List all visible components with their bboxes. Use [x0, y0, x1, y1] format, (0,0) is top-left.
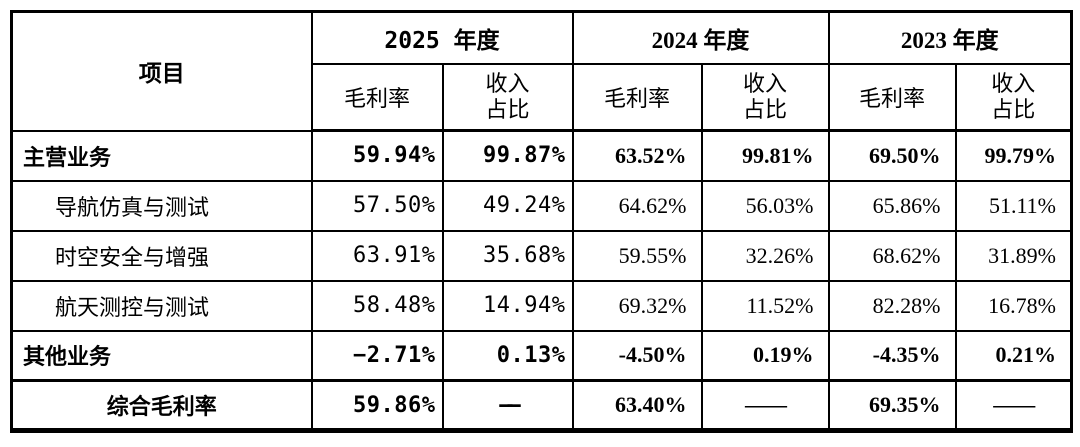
value-cell: 82.28%: [827, 279, 957, 332]
row-label: 综合毛利率: [10, 379, 313, 432]
table-row: 时空安全与增强 63.91% 35.68% 59.55% 32.26% 68.6…: [10, 229, 1073, 282]
column-header-revenue-share-2025: 收入 占比: [441, 63, 574, 132]
value-cell: 68.62%: [827, 229, 957, 282]
header-metric-row: 毛利率 收入 占比 毛利率 收入 占比 毛利率 收入 占比: [12, 63, 1073, 132]
row-label: 其他业务: [10, 329, 313, 382]
value-cell: 65.86%: [827, 179, 957, 232]
column-header-gross-margin-2023: 毛利率: [827, 63, 957, 132]
table-row: 主营业务 59.94% 99.87% 63.52% 99.81% 69.50% …: [10, 129, 1073, 182]
table-row: 综合毛利率 59.86% —— 63.40% —— 69.35% ——: [10, 379, 1073, 432]
column-header-year-2025: 2025 年度: [310, 10, 574, 65]
value-cell: 32.26%: [700, 229, 830, 282]
value-cell: 0.21%: [954, 329, 1073, 382]
table-row: 导航仿真与测试 57.50% 49.24% 64.62% 56.03% 65.8…: [10, 179, 1073, 232]
value-cell: -4.50%: [571, 329, 703, 382]
value-cell: 11.52%: [700, 279, 830, 332]
column-header-year-2023: 2023 年度: [827, 10, 1073, 65]
value-cell: 57.50%: [310, 179, 444, 232]
value-cell: 51.11%: [954, 179, 1073, 232]
value-cell: 58.48%: [310, 279, 444, 332]
value-cell: 99.81%: [700, 129, 830, 182]
value-cell: 31.89%: [954, 229, 1073, 282]
table-row: 航天测控与测试 58.48% 14.94% 69.32% 11.52% 82.2…: [10, 279, 1073, 332]
value-cell: 59.55%: [571, 229, 703, 282]
header-year-row: 项目 2025 年度 2024 年度 2023 年度: [10, 10, 1073, 132]
row-label: 航天测控与测试: [10, 279, 313, 332]
value-cell: 35.68%: [441, 229, 574, 282]
row-label: 时空安全与增强: [10, 229, 313, 282]
value-cell: 14.94%: [441, 279, 574, 332]
value-cell: 99.87%: [441, 129, 574, 182]
column-header-revenue-share-2023: 收入 占比: [954, 63, 1073, 132]
value-cell: 63.52%: [571, 129, 703, 182]
value-cell: 63.91%: [310, 229, 444, 282]
value-cell: −2.71%: [310, 329, 444, 382]
value-cell: 0.13%: [441, 329, 574, 382]
value-cell: ——: [954, 379, 1073, 432]
value-cell: 64.62%: [571, 179, 703, 232]
value-cell: 69.50%: [827, 129, 957, 182]
value-cell: -4.35%: [827, 329, 957, 382]
value-cell: 69.32%: [571, 279, 703, 332]
value-cell: 0.19%: [700, 329, 830, 382]
column-header-revenue-share-2024: 收入 占比: [700, 63, 830, 132]
column-header-item: 项目: [10, 10, 313, 132]
value-cell: 99.79%: [954, 129, 1073, 182]
value-cell: 63.40%: [571, 379, 703, 432]
value-cell: ——: [700, 379, 830, 432]
value-cell: 49.24%: [441, 179, 574, 232]
table-body: 主营业务 59.94% 99.87% 63.52% 99.81% 69.50% …: [10, 129, 1073, 432]
value-cell: 56.03%: [700, 179, 830, 232]
column-header-year-2024: 2024 年度: [571, 10, 830, 65]
value-cell: 59.94%: [310, 129, 444, 182]
value-cell: 59.86%: [310, 379, 444, 432]
row-label: 主营业务: [10, 129, 313, 182]
value-cell: 16.78%: [954, 279, 1073, 332]
row-label: 导航仿真与测试: [10, 179, 313, 232]
value-cell: 69.35%: [827, 379, 957, 432]
gross-margin-table: 项目 2025 年度 2024 年度 2023 年度 毛利率 收入 占比 毛利率…: [10, 10, 1073, 433]
column-header-gross-margin-2025: 毛利率: [310, 63, 444, 132]
value-cell: ——: [441, 379, 574, 432]
table-row: 其他业务 −2.71% 0.13% -4.50% 0.19% -4.35% 0.…: [10, 329, 1073, 382]
column-header-gross-margin-2024: 毛利率: [571, 63, 703, 132]
